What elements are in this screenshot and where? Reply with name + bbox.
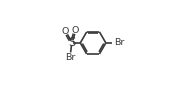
Text: O: O [71, 26, 79, 35]
Text: Br: Br [114, 38, 124, 47]
Text: Br: Br [65, 53, 76, 62]
Text: O: O [61, 27, 69, 36]
Text: S: S [68, 36, 75, 49]
